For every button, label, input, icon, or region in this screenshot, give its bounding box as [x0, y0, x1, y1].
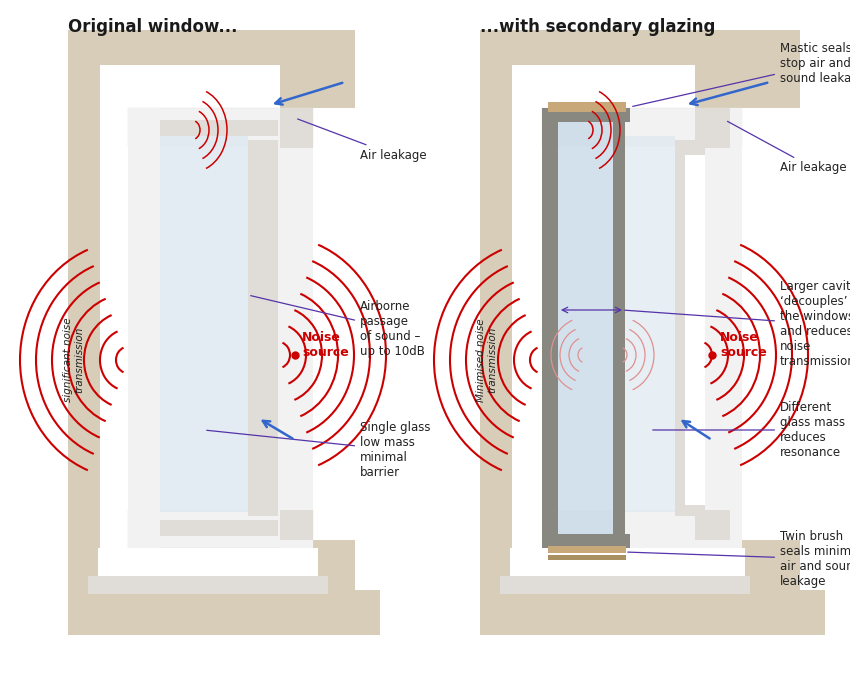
Polygon shape	[480, 590, 825, 635]
Polygon shape	[280, 65, 355, 108]
Text: Single glass
low mass
minimal
barrier: Single glass low mass minimal barrier	[207, 421, 430, 479]
Bar	[625, 136, 675, 512]
Polygon shape	[480, 30, 512, 590]
Polygon shape	[695, 65, 800, 108]
Text: Larger cavity
‘decouples’
the windows
and reduces
noise
transmission: Larger cavity ‘decouples’ the windows an…	[625, 280, 850, 368]
Polygon shape	[68, 590, 380, 635]
Bar	[548, 546, 626, 553]
Polygon shape	[280, 540, 355, 590]
Bar	[88, 576, 328, 594]
Polygon shape	[695, 510, 730, 540]
Bar	[248, 140, 278, 516]
Polygon shape	[512, 108, 542, 540]
Text: Air leakage: Air leakage	[298, 119, 427, 161]
Bar	[675, 140, 705, 516]
Text: Noise
source: Noise source	[720, 331, 767, 359]
Bar	[278, 108, 313, 548]
Polygon shape	[100, 540, 310, 585]
Polygon shape	[100, 108, 130, 540]
Bar	[160, 520, 278, 536]
Polygon shape	[512, 65, 745, 108]
Bar	[548, 555, 626, 560]
Bar	[700, 108, 742, 548]
Bar	[128, 510, 313, 548]
Polygon shape	[480, 540, 800, 610]
Polygon shape	[68, 30, 355, 108]
Text: Minimised noise
transmission: Minimised noise transmission	[476, 318, 498, 402]
Text: Original window...: Original window...	[68, 18, 237, 36]
Bar	[542, 534, 630, 548]
Bar	[98, 548, 318, 576]
Polygon shape	[512, 540, 745, 585]
Bar	[542, 108, 630, 122]
Polygon shape	[68, 30, 100, 590]
Bar	[500, 576, 750, 594]
Polygon shape	[695, 540, 800, 590]
Bar	[160, 120, 278, 136]
Bar	[160, 136, 248, 512]
Text: significant noise
transmission: significant noise transmission	[63, 318, 85, 402]
Polygon shape	[68, 540, 355, 610]
Text: Twin brush
seals minimise
air and sound
leakage: Twin brush seals minimise air and sound …	[628, 530, 850, 588]
Bar	[128, 108, 313, 146]
Bar	[548, 102, 626, 112]
Polygon shape	[100, 65, 310, 108]
Text: ...with secondary glazing: ...with secondary glazing	[480, 18, 716, 36]
Polygon shape	[480, 30, 800, 108]
Polygon shape	[280, 108, 313, 148]
Bar	[542, 108, 558, 548]
Polygon shape	[280, 510, 313, 540]
Text: Mastic seals
stop air and
sound leakage: Mastic seals stop air and sound leakage	[632, 42, 850, 106]
Bar	[685, 155, 705, 505]
Bar	[510, 548, 745, 576]
Text: Airborne
passage
of sound –
up to 10dB: Airborne passage of sound – up to 10dB	[251, 296, 425, 358]
Text: Air leakage: Air leakage	[728, 121, 847, 174]
Text: Different
glass mass
reduces
resonance: Different glass mass reduces resonance	[653, 401, 845, 459]
Bar	[542, 108, 742, 146]
Bar	[558, 108, 613, 548]
Text: Noise
source: Noise source	[302, 331, 348, 359]
Bar	[613, 108, 625, 548]
Bar	[542, 510, 742, 548]
Polygon shape	[695, 108, 730, 148]
Bar	[128, 108, 160, 548]
